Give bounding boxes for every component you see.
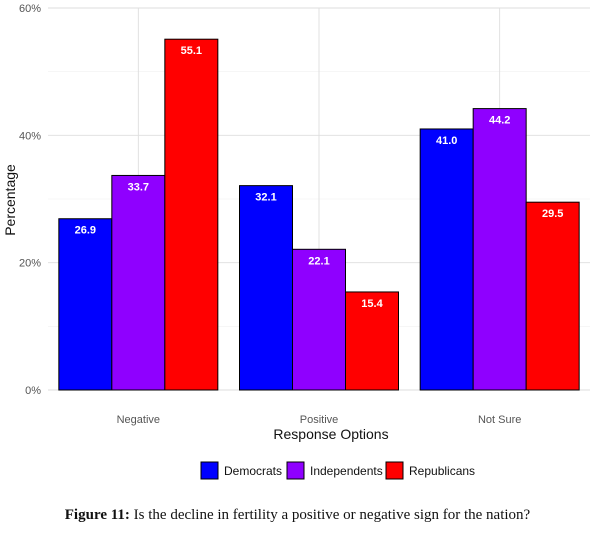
y-tick-label: 40% <box>19 130 41 142</box>
x-axis-ticks: Negative Positive Not Sure <box>117 414 522 426</box>
bar-independents <box>472 108 527 391</box>
bar-democrats <box>419 128 474 391</box>
bar-republicans <box>525 201 580 391</box>
bar-value-label: 15.4 <box>361 298 383 310</box>
y-tick-label: 0% <box>25 385 41 397</box>
legend: Democrats Independents Republicans <box>200 461 475 480</box>
legend-label-democrats: Democrats <box>224 464 282 478</box>
y-tick-label: 20% <box>19 258 41 270</box>
bar-value-label: 32.1 <box>255 192 276 204</box>
x-axis-title: Response Options <box>273 426 388 442</box>
bar-value-label: 33.7 <box>128 181 149 193</box>
legend-label-independents: Independents <box>310 464 383 478</box>
bar-value-label: 22.1 <box>308 255 329 267</box>
bar-independents <box>292 248 346 391</box>
y-axis-title: Percentage <box>2 164 18 236</box>
bars: 26.9 33.7 55.1 32.1 22.1 15.4 41.0 44.2 29.5 <box>58 38 580 391</box>
x-tick-label: Positive <box>300 414 339 426</box>
legend-swatch-republicans <box>385 461 404 480</box>
bar-value-label: 55.1 <box>181 45 202 57</box>
bar-value-label: 41.0 <box>436 135 457 147</box>
bar-value-label: 29.5 <box>542 208 563 220</box>
figure-caption: Figure 11: Is the decline in fertility a… <box>0 507 595 524</box>
bar-democrats <box>239 185 293 391</box>
y-axis-ticks: 0% 20% 40% 60% <box>19 3 41 397</box>
bar-republicans <box>164 38 219 391</box>
bar-value-label: 44.2 <box>489 115 510 127</box>
x-tick-label: Negative <box>117 414 160 426</box>
figure-caption-label: Figure 11: <box>64 507 130 523</box>
figure-caption-text: Is the decline in fertility a positive o… <box>133 507 531 523</box>
bar-independents <box>111 174 166 391</box>
legend-label-republicans: Republicans <box>409 464 475 478</box>
bar-value-label: 26.9 <box>75 225 96 237</box>
legend-swatch-independents <box>286 461 305 480</box>
legend-swatch-democrats <box>200 461 219 480</box>
x-tick-label: Not Sure <box>478 414 521 426</box>
y-tick-label: 60% <box>19 3 41 15</box>
bar-republicans <box>345 291 399 391</box>
chart: 0% 20% 40% 60% 26.9 33.7 55.1 32.1 22.1 15.4 41.0… <box>2 3 590 480</box>
bar-democrats <box>58 218 113 391</box>
